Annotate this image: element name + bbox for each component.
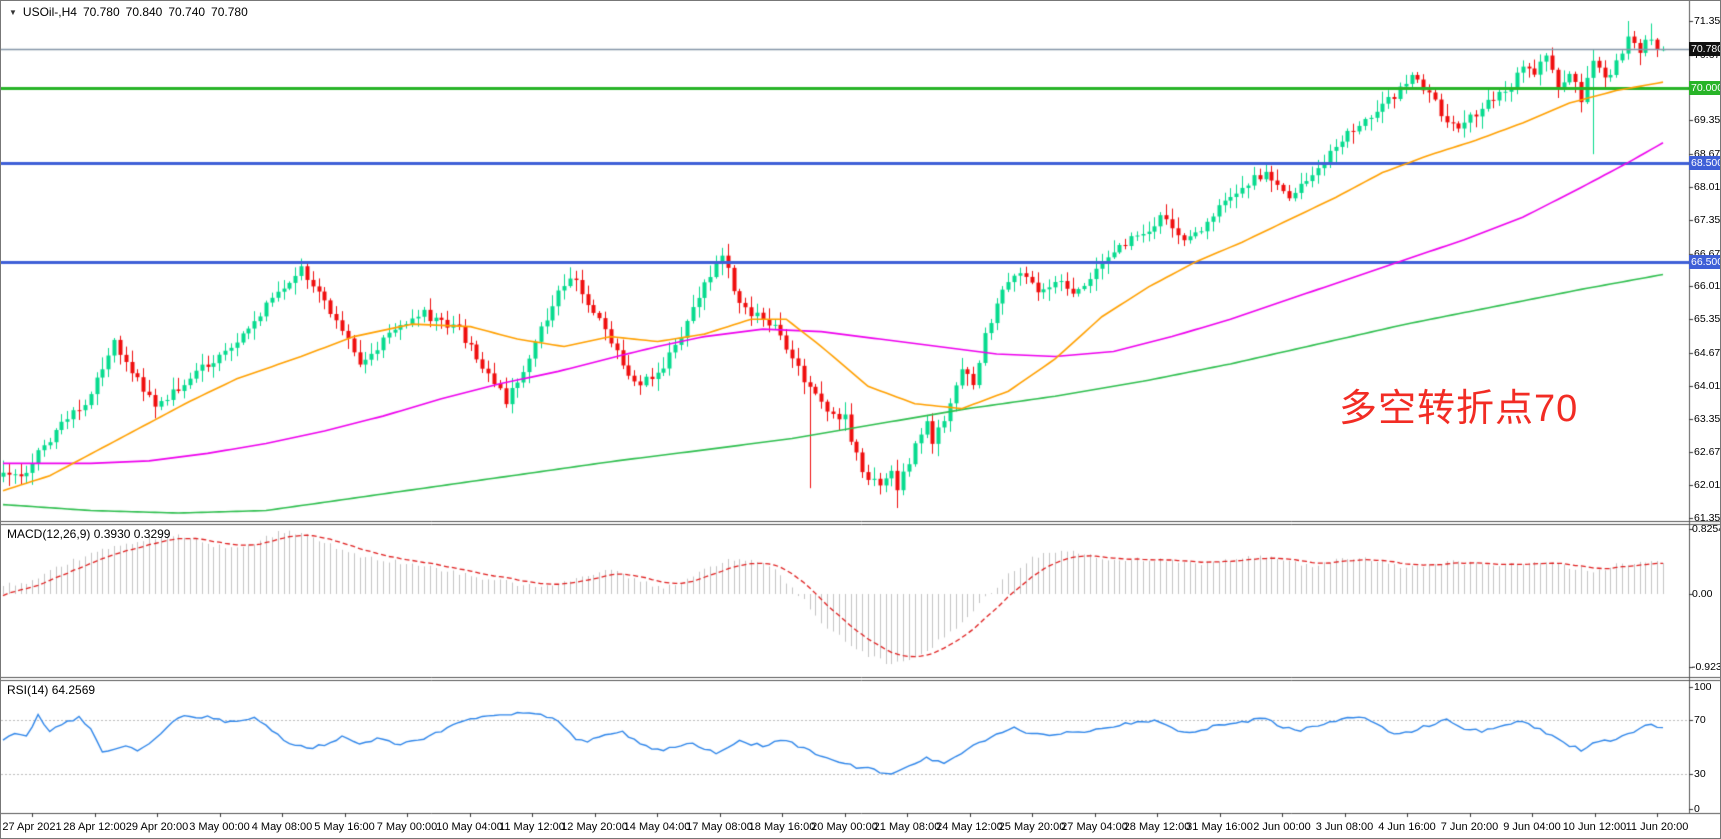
rsi-value: 64.2569 [51, 683, 96, 697]
price-axis-label: 63.350 [1694, 412, 1721, 425]
time-axis-label: 27 Apr 2021 [2, 821, 62, 833]
price-badge-resistance-70: 70.000 [1689, 81, 1721, 96]
price-axis-label: 71.350 [1694, 15, 1721, 27]
macd-axis-label: -0.9234 [1692, 660, 1720, 673]
price-axis-label: 61.350 [1694, 512, 1721, 524]
time-axis-label: 28 Apr 12:00 [63, 821, 126, 833]
price-badge-current-price: 70.780 [1689, 42, 1721, 57]
price-axis-label: 62.010 [1694, 479, 1721, 492]
trend-annotation: 多空转折点70 [1339, 388, 1579, 430]
time-axis-label: 2 Jun 00:00 [1253, 821, 1311, 833]
price-axis-label: 67.350 [1694, 213, 1721, 226]
macd-value-main: 0.3930 [93, 527, 131, 541]
time-axis-label: 31 May 16:00 [1186, 821, 1253, 833]
time-axis-label: 29 Apr 20:00 [125, 821, 189, 833]
time-axis-label: 3 Jun 08:00 [1315, 821, 1374, 833]
time-axis-label: 11 Jun 20:00 [1625, 821, 1689, 833]
rsi-axis-label: 30 [1694, 768, 1706, 781]
ohlc-open: 70.780 [82, 5, 120, 19]
time-axis-label: 4 Jun 16:00 [1378, 821, 1436, 833]
price-axis-label: 69.350 [1694, 114, 1721, 127]
macd-name: MACD(12,26,9) [7, 527, 91, 541]
time-axis-label: 17 May 08:00 [686, 821, 753, 833]
price-axis-label: 64.670 [1694, 346, 1721, 359]
price-axis-label: 64.010 [1694, 379, 1721, 392]
macd-axis-label: 0.00 [1692, 588, 1713, 600]
time-axis-label: 12 May 20:00 [561, 821, 628, 833]
time-axis-label: 9 Jun 04:00 [1503, 821, 1561, 833]
time-axis-label: 21 May 08:00 [873, 821, 941, 833]
time-axis-label: 25 May 20:00 [998, 821, 1066, 833]
rsi-axis-label: 0 [1694, 803, 1700, 815]
time-axis-label: 10 May 04:00 [436, 821, 503, 833]
time-axis-label: 4 May 08:00 [251, 821, 313, 833]
time-axis-label: 24 May 12:00 [936, 821, 1003, 833]
ohlc-low: 70.740 [168, 5, 206, 19]
time-axis-label: 7 Jun 20:00 [1440, 821, 1499, 833]
time-axis-label: 11 May 12:00 [499, 821, 565, 833]
rsi-name: RSI(14) [7, 683, 49, 697]
time-axis-label: 20 May 00:00 [811, 821, 878, 833]
symbol-dropdown-icon[interactable]: ▼ [9, 7, 17, 17]
ohlc-close: 70.780 [211, 5, 248, 19]
macd-indicator-label: MACD(12,26,9) 0.3930 0.3299 [7, 527, 170, 541]
rsi-axis-label: 100 [1694, 681, 1712, 693]
time-axis-label: 5 May 16:00 [314, 821, 375, 833]
price-badge-support-66_5: 66.500 [1689, 255, 1721, 270]
time-axis-label: 14 May 04:00 [623, 821, 691, 833]
time-axis-label: 3 May 00:00 [189, 821, 250, 833]
price-axis-label: 68.010 [1694, 180, 1721, 193]
time-axis-label: 28 May 12:00 [1123, 821, 1191, 833]
price-axis-label: 66.010 [1694, 280, 1721, 293]
price-axis-label: 62.670 [1694, 446, 1721, 459]
time-axis-label: 18 May 16:00 [748, 821, 816, 833]
time-axis-label: 27 May 04:00 [1061, 821, 1128, 833]
price-badge-support-68_5: 68.500 [1689, 155, 1721, 170]
time-axis-label: 7 May 00:00 [376, 821, 438, 833]
chart-title-bar: ▼ USOil-,H4 70.780 70.840 70.740 70.780 [9, 5, 248, 19]
time-axis-label: 10 Jun 12:00 [1562, 821, 1627, 833]
macd-axis-label: 0.8254 [1692, 523, 1721, 536]
rsi-indicator-label: RSI(14) 64.2569 [7, 683, 95, 697]
rsi-axis-label: 70 [1694, 713, 1706, 726]
symbol-period-label: USOil-,H4 [22, 5, 77, 19]
ohlc-high: 70.840 [125, 5, 163, 19]
price-axis-label: 65.350 [1694, 313, 1721, 326]
macd-value-signal: 0.3299 [133, 527, 171, 541]
